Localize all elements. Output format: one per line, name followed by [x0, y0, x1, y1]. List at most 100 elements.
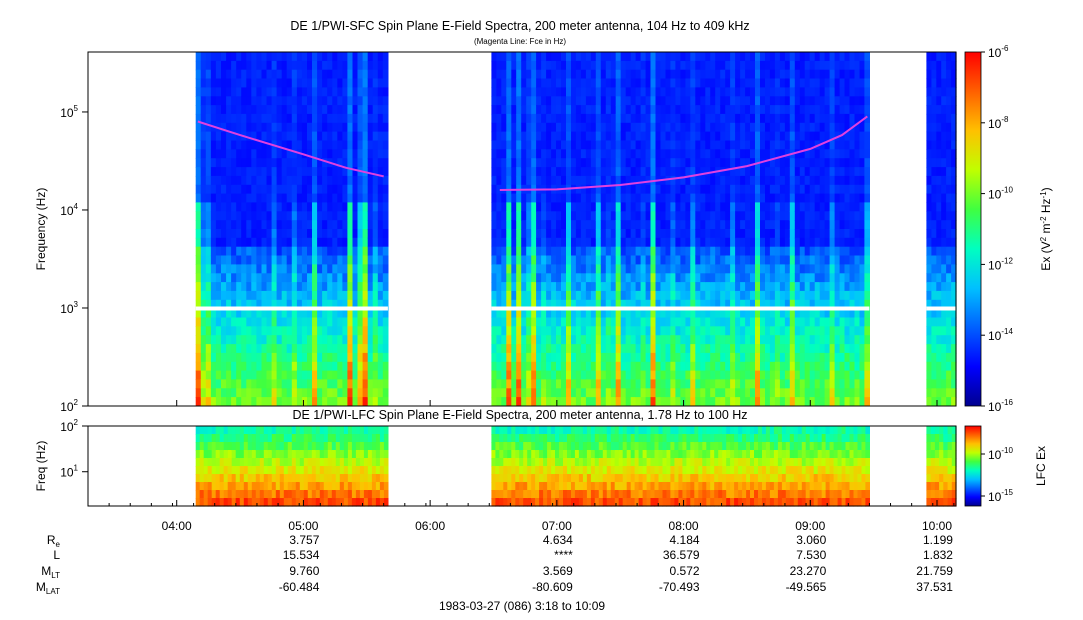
spectrogram-cell	[312, 96, 318, 106]
spectrogram-cell	[794, 370, 801, 380]
spectrogram-cell	[670, 335, 676, 345]
spectrogram-cell	[680, 193, 686, 203]
spectrogram-cell	[496, 140, 502, 150]
spectrogram-cell	[794, 193, 801, 203]
spectrogram-cell	[625, 131, 632, 141]
spectrogram-cell	[819, 202, 826, 212]
spectrogram-cell	[271, 158, 278, 168]
spectrogram-cell	[580, 96, 587, 106]
spectrogram-cell	[236, 326, 242, 336]
spectrogram-cell	[219, 466, 225, 475]
spectrogram-cell	[231, 264, 237, 274]
spectrogram-cell	[491, 246, 497, 257]
spectrogram-cell	[809, 246, 816, 257]
spectrogram-cell	[814, 361, 821, 372]
spectrogram-cell	[715, 370, 721, 380]
spectrogram-cell	[307, 326, 313, 336]
spectrogram-cell	[241, 370, 247, 380]
spectrogram-cell	[211, 466, 217, 475]
spectrogram-cell	[362, 220, 369, 230]
spectrogram-cell	[600, 158, 607, 168]
spectrogram-cell	[200, 175, 207, 186]
spectrogram-cell	[276, 397, 283, 407]
spectrogram-cell	[382, 326, 389, 336]
spectrogram-cell	[521, 317, 527, 327]
spectrogram-cell	[814, 60, 821, 71]
spectrogram-cell	[680, 202, 686, 212]
spectrogram-cell	[844, 326, 851, 336]
spectrogram-cell	[536, 202, 542, 212]
spectrogram-cell	[580, 246, 587, 257]
spectrogram-cell	[561, 388, 567, 398]
spectrogram-cell	[561, 60, 567, 71]
spectrogram-cell	[839, 140, 846, 150]
spectrogram-cell	[541, 299, 547, 310]
spectrogram-cell	[491, 317, 497, 327]
spectrogram-cell	[367, 105, 374, 115]
spectrogram-cell	[755, 255, 761, 265]
spectrogram-cell	[625, 113, 632, 124]
spectrogram-cell	[824, 167, 831, 177]
spectrogram-cell	[210, 282, 217, 292]
spectrogram-cell	[322, 69, 328, 80]
spectrogram-cell	[675, 370, 681, 380]
spectrogram-cell	[730, 175, 736, 186]
spectrogram-cell	[496, 96, 502, 106]
spectrogram-cell	[844, 361, 851, 372]
spectrogram-cell	[859, 193, 866, 203]
spectrogram-cell	[615, 211, 622, 221]
spectrogram-cell	[605, 370, 612, 380]
spectrogram-cell	[635, 255, 642, 265]
spectrogram-cell	[680, 361, 686, 372]
spectrogram-cell	[615, 60, 622, 71]
spectrogram-cell	[620, 282, 627, 292]
spectrogram-cell	[849, 96, 856, 106]
spectrogram-cell	[536, 237, 542, 248]
spectrogram-cell	[223, 474, 229, 483]
spectrogram-cell	[491, 193, 497, 203]
spectrogram-cell	[784, 229, 791, 239]
spectrogram-cell	[271, 335, 278, 345]
spectrogram-cell	[281, 335, 288, 345]
spectrogram-cell	[829, 246, 836, 257]
spectrogram-cell	[241, 352, 247, 363]
spectrogram-cell	[941, 290, 947, 301]
spectrogram-cell	[760, 299, 766, 310]
spectrogram-cell	[715, 344, 721, 354]
spectrogram-cell	[819, 299, 826, 310]
spectrogram-cell	[491, 335, 497, 345]
spectrogram-cell	[551, 87, 557, 97]
spectrogram-cell	[291, 370, 298, 380]
spectrogram-cell	[516, 361, 522, 372]
spectrogram-cell	[372, 246, 379, 257]
spectrogram-cell	[824, 193, 831, 203]
spectrogram-cell	[337, 246, 343, 257]
spectrogram-cell	[317, 202, 323, 212]
spectrogram-cell	[730, 273, 736, 283]
spectrogram-cell	[372, 113, 379, 124]
spectrogram-cell	[829, 397, 836, 407]
spectrogram-cell	[715, 379, 721, 389]
spectrogram-cell	[291, 113, 298, 124]
spectrogram-cell	[789, 237, 796, 248]
spectrogram-cell	[377, 229, 384, 239]
spectrogram-cell	[301, 78, 308, 88]
spectrogram-cell	[377, 370, 384, 380]
spectrogram-cell	[680, 69, 686, 80]
spectrogram-cell	[266, 175, 273, 186]
spectrogram-cell	[281, 282, 288, 292]
spectrogram-cell	[200, 78, 207, 88]
spectrogram-cell	[322, 317, 328, 327]
spectrogram-cell	[615, 273, 622, 283]
spectrogram-cell	[625, 370, 632, 380]
spectrogram-cell	[251, 264, 257, 274]
spectrogram-cell	[546, 397, 552, 407]
spectrogram-cell	[580, 184, 587, 195]
spectrogram-cell	[566, 326, 572, 336]
spectrogram-cell	[526, 370, 532, 380]
spectrogram-cell	[660, 122, 667, 133]
spectrogram-cell	[575, 149, 582, 159]
spectrogram-cell	[590, 158, 597, 168]
spectrogram-cell	[829, 344, 836, 354]
spectrogram-cell	[859, 167, 866, 177]
